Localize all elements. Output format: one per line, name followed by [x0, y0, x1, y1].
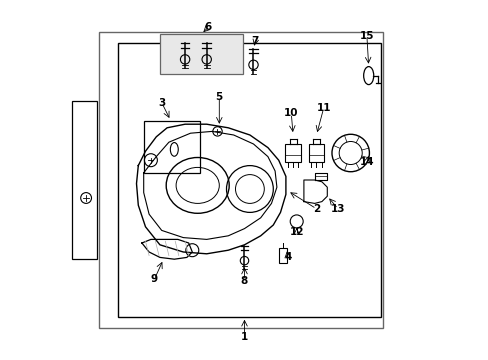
Bar — [160, 34, 242, 74]
Text: 14: 14 — [359, 157, 373, 167]
Text: 13: 13 — [330, 204, 345, 214]
Text: 8: 8 — [241, 276, 247, 286]
Text: 3: 3 — [158, 98, 165, 108]
Bar — [143, 121, 199, 173]
Text: 6: 6 — [204, 22, 212, 32]
Text: 15: 15 — [359, 31, 373, 41]
Text: 1: 1 — [241, 332, 247, 342]
Bar — [118, 43, 381, 317]
Text: 2: 2 — [312, 204, 320, 214]
Text: 12: 12 — [289, 227, 304, 237]
Bar — [285, 144, 301, 162]
Bar — [308, 144, 324, 162]
Text: 7: 7 — [251, 36, 259, 46]
Text: 4: 4 — [284, 252, 291, 262]
Text: 11: 11 — [316, 103, 330, 113]
Text: 9: 9 — [151, 274, 158, 284]
Bar — [72, 101, 97, 259]
Text: 10: 10 — [284, 108, 298, 118]
Bar — [278, 248, 286, 263]
Text: 5: 5 — [215, 92, 223, 102]
Bar — [99, 32, 382, 328]
